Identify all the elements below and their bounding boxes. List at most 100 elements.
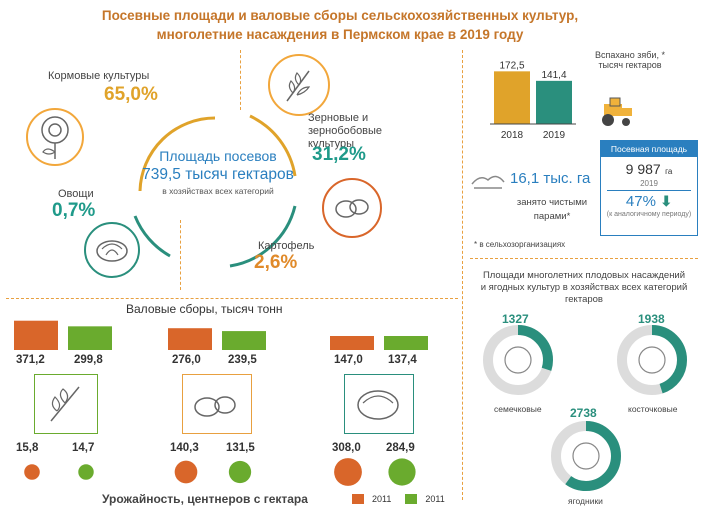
- page-title: Посевные площади и валовые сборы сельско…: [101, 8, 579, 42]
- sown-area-pct: 47%: [625, 193, 656, 210]
- crop-group-3: 147,0 137,4 308,0 284,9: [326, 316, 438, 486]
- donut-arc: [483, 325, 553, 395]
- donut-label-pome: семечковые: [494, 404, 542, 414]
- gross-bars-1: [14, 320, 112, 350]
- crop-icon-frame-3: [344, 374, 414, 434]
- wheat-small-icon: [50, 386, 80, 422]
- yield-value-1a: 15,8: [16, 442, 39, 454]
- crop-group-2: 276,0 239,5 140,3 131,5: [164, 316, 276, 486]
- donut-pome: [483, 325, 553, 395]
- category-pct-grain: 31,2%: [312, 144, 366, 165]
- center-value: 739,5 тысяч гектаров: [142, 166, 294, 183]
- yield-value-1b: 14,7: [72, 442, 95, 454]
- donut-value-stone: 1938: [638, 312, 665, 326]
- plow-year-label: 2019: [543, 130, 566, 141]
- category-label-potato: Картофель: [258, 240, 315, 252]
- yield-dot: [228, 460, 252, 484]
- category-label-grain: Зерновые и зернобобовые культуры: [308, 112, 383, 150]
- gross-bar: [222, 331, 266, 350]
- sown-area-note: (к аналогичному периоду): [606, 211, 692, 218]
- gross-bar: [168, 328, 212, 350]
- plow-year-label: 2018: [501, 130, 524, 141]
- yield-title: Урожайность, центнеров с гектара: [102, 492, 308, 506]
- right-column-divider: [462, 50, 463, 500]
- legend-label-1: 2011: [372, 494, 392, 504]
- sown-area-unit: га: [665, 167, 673, 176]
- gross-bar: [14, 320, 58, 350]
- gross-value-1b: 299,8: [74, 354, 103, 366]
- yield-dot: [78, 464, 94, 480]
- footnote: * в сельхозорганизациях: [474, 240, 566, 249]
- fruit-icon: [572, 442, 600, 470]
- yield-dots-3: [334, 458, 416, 486]
- tractor-icon: [602, 97, 632, 126]
- crop-icon-frame-2: [182, 374, 252, 434]
- fallow-value: 16,1 тыс. га: [510, 170, 591, 187]
- donut-berry: [551, 421, 621, 491]
- plowed-label: Вспахано зяби, * тысяч гектаров: [595, 50, 665, 70]
- sown-area-header: Посевная площадь: [601, 141, 697, 157]
- yield-dots-2: [174, 460, 252, 484]
- plow-bar-2019: [536, 80, 572, 124]
- center-title: Площадь посевов: [159, 148, 277, 164]
- crop-group-1: 371,2 299,8 15,8 14,7: [10, 316, 122, 486]
- plowed-bar-chart: 172,5 2018 141,4 2019: [490, 60, 576, 141]
- legend: 2011 2011: [352, 494, 445, 504]
- plow-value-label: 141,4: [541, 70, 566, 81]
- category-label-vegetables: Овощи: [58, 188, 94, 200]
- divider-vertical-bottom: [180, 220, 181, 290]
- wheat-icon: [268, 54, 330, 116]
- plow-value-label: 172,5: [499, 60, 524, 71]
- sunflower-icon: [26, 108, 84, 166]
- donut-stone: [617, 325, 687, 395]
- fruit-icon: [504, 346, 532, 374]
- gross-title: Валовые сборы, тысяч тонн: [126, 302, 283, 316]
- potato-icon: [322, 178, 382, 238]
- yield-value-2b: 131,5: [226, 442, 255, 454]
- donut-value-pome: 1327: [502, 312, 529, 326]
- legend-swatch-green: [405, 494, 418, 504]
- gross-value-1a: 371,2: [16, 354, 45, 366]
- category-pct-potato: 2,6%: [254, 252, 298, 273]
- gross-bars-3: [330, 336, 428, 350]
- divider-vertical-top: [240, 50, 241, 110]
- category-pct-forage: 65,0%: [104, 84, 158, 105]
- donut-arc: [617, 325, 687, 395]
- legend-swatch-orange: [352, 494, 364, 504]
- category-pct-vegetables: 0,7%: [52, 200, 96, 221]
- gross-value-2b: 239,5: [228, 354, 257, 366]
- donut-label-stone: косточковые: [628, 404, 678, 414]
- cabbage-small-icon: [357, 390, 399, 420]
- yield-dot: [334, 458, 362, 486]
- arrow-down-icon: ⬇: [660, 193, 673, 209]
- perennial-divider: [470, 258, 698, 259]
- gross-bar: [68, 326, 112, 350]
- yield-dots-1: [24, 464, 94, 480]
- sown-area-box: Посевная площадь 9 987 га 2019 47% ⬇ (к …: [600, 140, 698, 236]
- gross-bars-2: [168, 328, 266, 350]
- crop-icon-frame-1: [34, 374, 98, 434]
- yield-value-2a: 140,3: [170, 442, 199, 454]
- plow-icon: [471, 175, 505, 189]
- gross-value-2a: 276,0: [172, 354, 201, 366]
- yield-dot: [24, 464, 40, 480]
- donut-label-berry: ягодники: [568, 496, 603, 506]
- center-arcs: [133, 114, 297, 268]
- donut-arc: [551, 421, 621, 491]
- gross-bar: [330, 336, 374, 350]
- yield-value-3b: 284,9: [386, 442, 415, 454]
- donut-value-berry: 2738: [570, 406, 597, 420]
- yield-value-3a: 308,0: [332, 442, 361, 454]
- legend-label-2: 2011: [425, 494, 445, 504]
- fallow-label: занято чистыми парами*: [516, 197, 588, 222]
- center-note: в хозяйствах всех категорий: [162, 186, 274, 196]
- sown-area-value: 9 987: [625, 161, 661, 177]
- cabbage-icon: [84, 222, 140, 278]
- gross-value-3a: 147,0: [334, 354, 363, 366]
- section-divider: [6, 298, 458, 299]
- sown-area-year: 2019: [640, 179, 658, 188]
- gross-bar: [384, 336, 428, 350]
- center-block: Площадь посевов 739,5 тысяч гектаров в х…: [108, 148, 328, 196]
- plow-bar-2018: [494, 71, 530, 124]
- category-label-forage: Кормовые культуры: [48, 70, 150, 82]
